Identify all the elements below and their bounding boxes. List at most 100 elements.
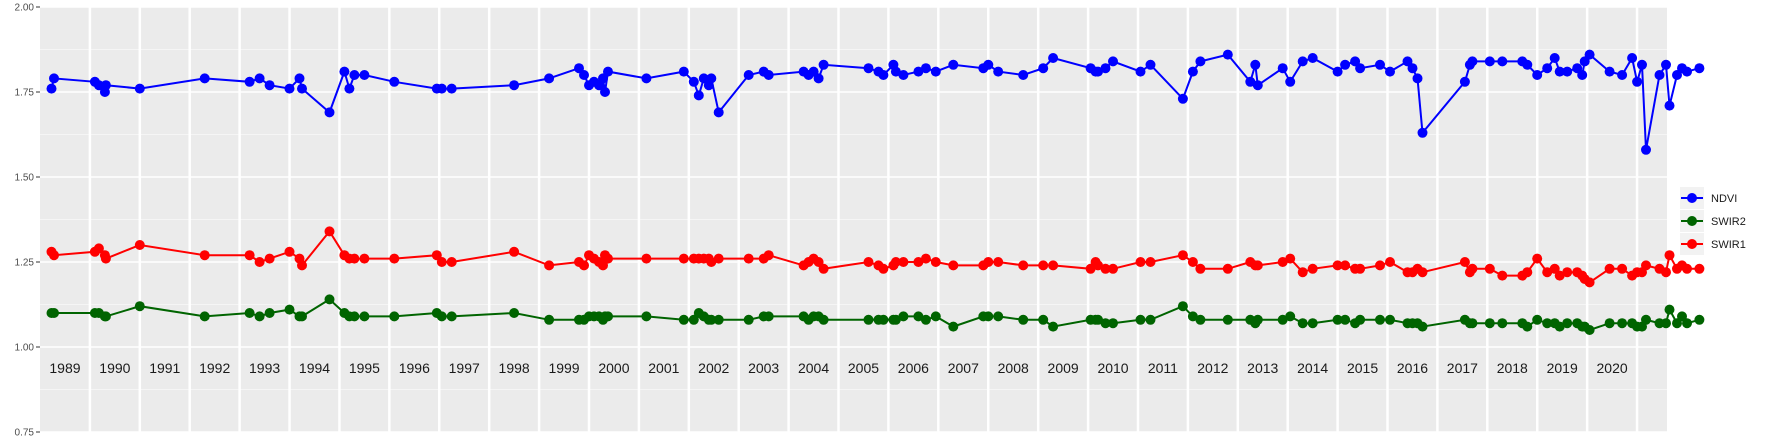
data-point-ndvi [93,80,104,91]
data-point-ndvi [1664,100,1675,111]
data-point-swir1 [1385,257,1395,267]
data-point-swir1 [983,257,994,267]
data-point-swir1 [199,250,210,261]
data-point-ndvi [948,59,959,70]
data-point-swir2 [1195,314,1206,325]
data-point-ndvi [1412,73,1423,84]
year-label: 2019 [1547,360,1578,376]
data-point-ndvi [1484,56,1495,67]
data-point-swir2 [1385,314,1395,325]
data-point-swir1 [1484,263,1495,274]
data-point-swir2 [1038,314,1049,325]
data-point-swir1 [1187,257,1198,267]
data-point-swir2 [349,311,360,322]
data-point-swir2 [436,311,447,322]
data-point-swir2 [1187,311,1198,322]
data-point-swir1 [264,253,275,264]
data-point-swir2 [1048,321,1059,332]
data-point-swir1 [579,260,589,271]
data-point-ndvi [878,70,889,80]
data-point-ndvi [1554,66,1565,77]
year-label: 1998 [499,360,530,376]
data-point-ndvi [339,66,350,77]
year-label: 1990 [99,360,130,376]
year-label: 2011 [1148,360,1178,376]
data-point-swir1 [1694,263,1705,274]
data-point-swir2 [1467,318,1478,329]
data-point-swir1 [603,253,613,264]
data-point-swir2 [1542,318,1553,329]
data-point-swir1 [1467,263,1478,274]
data-point-swir2 [1554,321,1565,332]
data-point-swir2 [324,294,335,305]
y-tick-label: 1.00 [15,343,35,354]
data-point-ndvi [1584,49,1595,60]
data-point-ndvi [324,107,335,118]
data-point-swir2 [1682,318,1692,329]
data-point-swir2 [1285,311,1296,322]
y-tick-label: 1.25 [15,258,35,269]
data-point-swir1 [1562,267,1573,278]
data-point-swir2 [1108,318,1118,329]
year-label: 2003 [748,360,779,376]
data-point-swir1 [920,253,931,264]
data-point-swir1 [1604,263,1615,274]
data-point-ndvi [264,80,275,91]
data-point-swir1 [1048,260,1059,271]
data-point-swir1 [1277,257,1288,267]
year-label: 1995 [349,360,380,376]
data-point-swir1 [1661,267,1671,278]
data-point-swir1 [1340,260,1351,271]
data-point-ndvi [1661,59,1671,70]
data-point-swir2 [1222,314,1233,325]
data-point-swir2 [1093,314,1103,325]
data-point-swir1 [349,253,360,264]
data-point-swir2 [49,308,59,318]
legend-label: SWIR2 [1711,216,1746,228]
data-point-ndvi [359,70,370,80]
data-point-ndvi [1145,59,1156,70]
data-point-ndvi [890,66,901,77]
data-point-swir2 [1617,318,1628,329]
data-point-ndvi [813,73,824,84]
legend-label: NDVI [1711,193,1737,205]
grid-layer: 1989 1990 1991 1992 1993 1994 1995 1996 1997 1998… [40,6,1667,433]
data-point-ndvi [1497,56,1508,67]
data-point-swir1 [297,260,307,271]
data-point-ndvi [1297,56,1308,67]
data-point-swir1 [1018,260,1029,271]
data-point-swir2 [1307,318,1318,329]
data-point-swir1 [1177,250,1188,261]
data-point-ndvi [1332,66,1343,77]
data-point-swir1 [544,260,555,271]
data-point-swir1 [1297,267,1308,278]
data-point-ndvi [1682,66,1692,77]
data-point-ndvi [1187,66,1198,77]
year-label: 1997 [449,360,480,376]
data-point-swir1 [244,250,255,261]
data-point-swir1 [1135,257,1146,267]
data-point-ndvi [600,87,610,97]
data-point-ndvi [1245,76,1256,87]
data-point-swir2 [389,311,400,322]
data-point-ndvi [1654,70,1665,80]
data-point-ndvi [898,70,909,80]
data-point-swir2 [1135,314,1146,325]
data-point-ndvi [1018,70,1029,80]
data-point-ndvi [297,83,307,94]
data-point-swir1 [948,260,959,271]
data-point-swir1 [49,250,59,261]
data-point-ndvi [1522,59,1533,70]
data-point-swir1 [1554,270,1565,281]
data-point-swir2 [254,311,265,322]
y-tick-label: 1.75 [15,88,35,99]
data-point-swir1 [930,257,941,267]
data-point-ndvi [1038,63,1049,74]
year-label: 2014 [1297,360,1328,376]
data-point-ndvi [46,83,57,94]
data-point-swir1 [1459,257,1470,267]
data-point-swir1 [1641,260,1651,271]
data-point-swir1 [100,253,111,264]
data-point-swir1 [359,253,370,264]
